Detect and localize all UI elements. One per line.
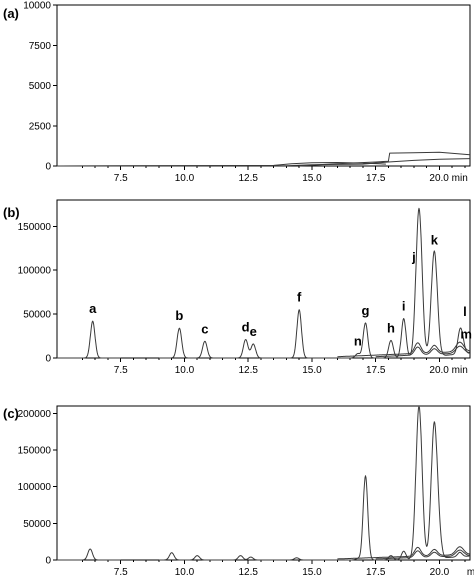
chromatogram-trace (159, 406, 470, 561)
y-tick-label: 10000 (23, 1, 51, 12)
chromatogram-trace (57, 548, 121, 561)
peak-label-e: e (250, 324, 257, 339)
y-tick-label: 2500 (29, 121, 52, 132)
y-tick-label: 100000 (18, 266, 52, 277)
x-tick-label: 12.5 (238, 173, 258, 184)
x-tick-label: 7.5 (114, 365, 128, 376)
panel-c-chromatogram: 0 50000 100000 150000 200000 7.5 10.0 12.5 15.0 1… (3, 405, 474, 578)
x-tick-label: 10.0 (175, 365, 195, 376)
x-tick-label: 17.5 (366, 173, 386, 184)
peak-label-i: i (402, 299, 406, 314)
peak-label-n: n (354, 334, 362, 349)
peak-label-c: c (201, 321, 208, 336)
panel-label: (c) (3, 406, 19, 421)
panel-b-chromatogram: 0 50000 100000 150000 7.5 10.0 12.5 15.0 17.5 20.… (3, 199, 472, 376)
y-tick-label: 50000 (23, 310, 51, 321)
peak-label-f: f (297, 290, 302, 305)
chromatogram-trace (159, 207, 470, 359)
x-tick-label: 12.5 (238, 567, 258, 578)
y-tick-label: 50000 (23, 519, 51, 530)
peak-label-h: h (387, 320, 395, 335)
y-tick-label: 150000 (18, 222, 52, 233)
peak-label-g: g (361, 303, 369, 318)
x-tick-label: 20.0 min (429, 365, 467, 376)
peak-label-m: m (460, 327, 472, 342)
peak-label-b: b (175, 308, 183, 323)
peak-label-d: d (242, 320, 250, 335)
x-tick-label: 10.0 (175, 567, 195, 578)
x-tick-label: 7.5 (114, 173, 128, 184)
y-tick-label: 0 (45, 556, 51, 567)
x-tick-label: min (467, 567, 474, 578)
y-tick-label: 0 (45, 162, 51, 173)
x-tick-label: 7.5 (114, 567, 128, 578)
chromatogram-trace-overlay (375, 345, 470, 358)
plot-frame (56, 199, 471, 359)
x-tick-label: 15.0 (302, 173, 322, 184)
y-tick-label: 150000 (18, 446, 52, 457)
chromatogram-trace-overlay (337, 546, 470, 560)
y-tick-label: 7500 (29, 41, 52, 52)
x-tick-label: 12.5 (238, 365, 258, 376)
y-tick-label: 5000 (29, 81, 52, 92)
chromatogram-trace-overlay (337, 341, 470, 358)
chromatogram-trace (56, 162, 386, 167)
panel-a-chromatogram: 0 2500 5000 7500 10000 7.5 10.0 12.5 15.0 17.5 20.… (3, 1, 471, 184)
plot-frame (56, 405, 471, 561)
peak-label-l: l (463, 304, 467, 319)
chromatogram-trace (299, 151, 471, 167)
peak-label-j: j (411, 249, 416, 264)
y-tick-label: 200000 (18, 409, 52, 420)
x-tick-label: 17.5 (366, 365, 386, 376)
x-tick-label: 20.0 (430, 567, 450, 578)
x-tick-label: 15.0 (302, 567, 322, 578)
x-tick-label: 10.0 (175, 173, 195, 184)
panel-label: (a) (3, 6, 19, 21)
peak-label-k: k (431, 233, 439, 248)
chromatogram-trace (56, 158, 471, 167)
x-tick-label: 20.0 min (429, 173, 467, 184)
y-tick-label: 0 (45, 354, 51, 365)
x-tick-label: 15.0 (302, 365, 322, 376)
panel-label: (b) (3, 205, 20, 220)
x-tick-label: 17.5 (366, 567, 386, 578)
chromatogram-trace-overlay (375, 549, 470, 560)
plot-frame (56, 4, 471, 167)
peak-label-a: a (89, 301, 97, 316)
y-tick-label: 100000 (18, 482, 52, 493)
chromatogram-trace (57, 320, 121, 359)
